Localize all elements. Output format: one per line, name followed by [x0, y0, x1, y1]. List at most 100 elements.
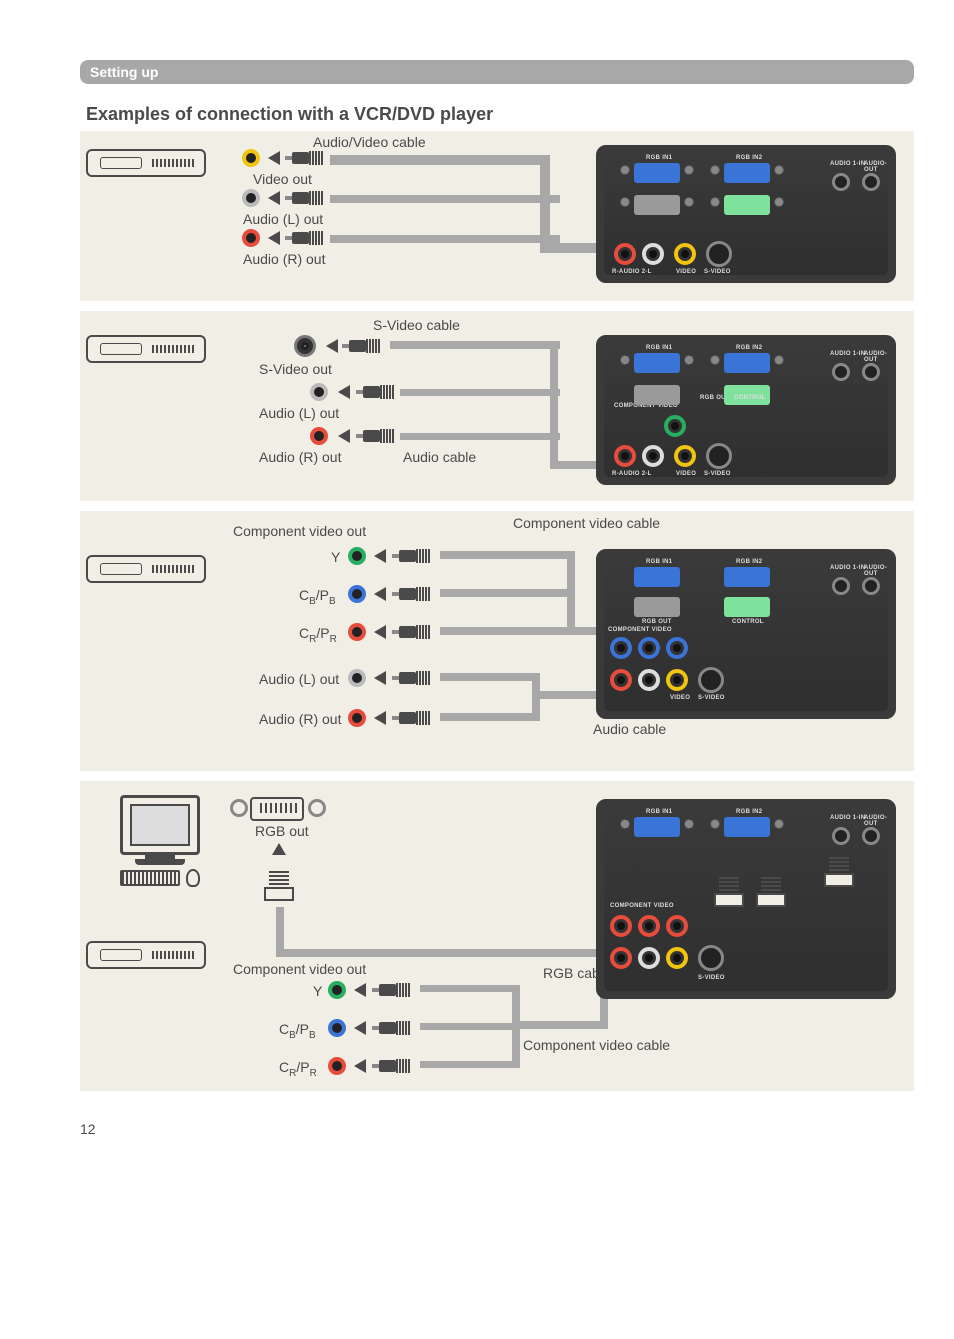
video-port: [666, 947, 688, 969]
rgb-out-port: [634, 385, 680, 405]
rgb-in1-port: [634, 163, 680, 183]
audio-1in-label: AUDIO 1-IN: [830, 565, 865, 571]
y-port: [666, 637, 688, 659]
arrow-left-icon: [338, 385, 350, 399]
audio-out-label: AUDIO-OUT: [864, 161, 888, 173]
video-out-jack-icon: [242, 149, 260, 167]
audio-r-out-label: Audio (R) out: [256, 449, 344, 465]
cr-jack-icon: [328, 1057, 346, 1075]
y-jack-icon: [328, 981, 346, 999]
cb-jack-icon: [328, 1019, 346, 1037]
audio-r-out-label: Audio (R) out: [240, 251, 328, 267]
rgb-in1-label: RGB IN1: [646, 345, 672, 351]
arrow-left-icon: [374, 587, 386, 601]
arrow-left-icon: [374, 625, 386, 639]
svideo-port: [698, 945, 724, 971]
rca-plug-icon: [372, 983, 410, 997]
back-panel-inner: RGB IN1 RGB IN2 AUDIO 1-IN AUDIO-OUT RGB…: [604, 557, 888, 711]
rgb-in2-label: RGB IN2: [736, 809, 762, 815]
vcr-device-icon: [86, 941, 206, 969]
diagram-panel-2: S-Video cable S-Video out Audio (L) out …: [80, 311, 914, 501]
svideo-port: [698, 667, 724, 693]
cable-line: [276, 949, 606, 957]
rgb-in1-port: [634, 817, 680, 837]
rgb-out-label: RGB OUT: [642, 619, 672, 625]
cr-port: [610, 637, 632, 659]
cable-line: [440, 627, 575, 635]
audio-out-label: AUDIO-OUT: [864, 565, 888, 577]
page-number: 12: [80, 1121, 914, 1137]
cb-port: [638, 637, 660, 659]
svideo-label: S-VIDEO: [704, 471, 731, 477]
av-cable-label: Audio/Video cable: [310, 134, 429, 150]
diagram-panel-4: RGB out Component video out Y CB/PB CR/P…: [80, 781, 914, 1091]
arrow-up-icon: [272, 843, 286, 855]
projector-back-panel: RGB IN1 RGB IN2 AUDIO 1-IN AUDIO-OUT RGB…: [596, 145, 896, 283]
audio-l-port: [642, 445, 664, 467]
cable-line: [330, 155, 550, 165]
r-audio-2l-label: R-AUDIO 2-L: [612, 269, 652, 275]
rgb-in1-port: [634, 567, 680, 587]
audio-ring-icon: [308, 799, 326, 817]
control-port: [724, 597, 770, 617]
crpr-label: CR/PR: [296, 625, 340, 645]
audio-out-port: [862, 577, 880, 595]
audio-l-out-label: Audio (L) out: [240, 211, 326, 227]
adapter-icon: [264, 871, 294, 907]
video-label: VIDEO: [676, 471, 696, 477]
arrow-left-icon: [268, 151, 280, 165]
audio-out-port: [862, 173, 880, 191]
cable-line: [567, 551, 575, 635]
audio-1in-label: AUDIO 1-IN: [830, 351, 865, 357]
cb-port: [638, 915, 660, 937]
rca-plug-icon: [392, 671, 430, 685]
rca-plug-icon: [372, 1059, 410, 1073]
cable-line: [440, 551, 575, 559]
control-label: CONTROL: [734, 395, 766, 401]
rgb-in1-port: [634, 353, 680, 373]
audio-r-port: [610, 669, 632, 691]
r-audio-2l-label: R-AUDIO 2-L: [612, 471, 652, 477]
svideo-port: [706, 443, 732, 469]
audio-l-jack-icon: [348, 669, 366, 687]
adapter-icon: [756, 877, 786, 913]
video-out-label: Video out: [250, 171, 315, 187]
rgb-in2-port: [724, 163, 770, 183]
diagram-panel-3: Component video out Component video cabl…: [80, 511, 914, 771]
vcr-device-icon: [86, 149, 206, 177]
vcr-device-icon: [86, 555, 206, 583]
audio-l-jack-icon: [242, 189, 260, 207]
video-port: [674, 243, 696, 265]
diagram-panel-1: Audio/Video cable Video out Audio (L) ou…: [80, 131, 914, 301]
audio-l-out-label: Audio (L) out: [256, 671, 342, 687]
rca-plug-icon: [392, 549, 430, 563]
section-label: Setting up: [90, 64, 158, 80]
audio-cable-label: Audio cable: [590, 721, 669, 737]
audio-ring-icon: [230, 799, 248, 817]
component-video-label: COMPONENT VIDEO: [608, 627, 672, 633]
component-video-label: COMPONENT VIDEO: [610, 903, 674, 909]
rgb-in2-label: RGB IN2: [736, 345, 762, 351]
rgb-in2-port: [724, 353, 770, 373]
arrow-left-icon: [268, 191, 280, 205]
video-port: [666, 669, 688, 691]
audio-r-port: [610, 947, 632, 969]
rgb-in1-label: RGB IN1: [646, 155, 672, 161]
rgb-in2-port: [724, 567, 770, 587]
component-video-cable-label: Component video cable: [510, 515, 663, 531]
audio-l-out-label: Audio (L) out: [256, 405, 342, 421]
component-video-out-label: Component video out: [230, 523, 369, 539]
audio-out-port: [862, 827, 880, 845]
cr-jack-icon: [348, 623, 366, 641]
arrow-left-icon: [374, 549, 386, 563]
arrow-left-icon: [374, 711, 386, 725]
audio-1in-port: [832, 577, 850, 595]
cable-line: [390, 341, 560, 349]
projector-back-panel: RGB IN1 RGB IN2 AUDIO 1-IN AUDIO-OUT RGB…: [596, 549, 896, 719]
cable-line: [532, 691, 602, 699]
audio-1in-port: [832, 827, 850, 845]
rgb-out-label: RGB out: [252, 823, 312, 839]
cable-line: [420, 985, 520, 992]
audio-r-out-label: Audio (R) out: [256, 711, 344, 727]
cable-line: [550, 341, 558, 469]
